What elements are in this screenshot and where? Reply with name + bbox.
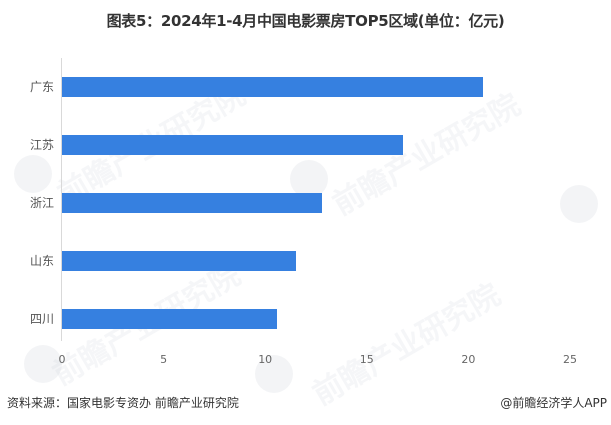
category-label: 江苏 bbox=[29, 138, 54, 152]
watermark-text: 前瞻产业研究院 bbox=[307, 277, 507, 413]
x-tick-label: 15 bbox=[359, 353, 374, 366]
bar-3 bbox=[62, 251, 296, 271]
x-tick-label: 0 bbox=[58, 353, 66, 366]
category-label: 四川 bbox=[29, 312, 54, 326]
category-label: 山东 bbox=[29, 254, 54, 268]
bar-1 bbox=[62, 135, 404, 155]
source-note: 资料来源：国家电影专资办 前瞻产业研究院 bbox=[7, 396, 239, 410]
bar-2 bbox=[62, 193, 323, 213]
x-tick-label: 10 bbox=[258, 353, 273, 366]
x-tick-label: 20 bbox=[461, 353, 476, 366]
category-label: 广东 bbox=[29, 80, 54, 94]
bar-0 bbox=[62, 77, 483, 97]
y-axis-line bbox=[61, 58, 62, 341]
credit-note: @前瞻经济学人APP bbox=[500, 396, 607, 410]
x-tick-label: 5 bbox=[160, 353, 168, 366]
chart-title: 图表5：2024年1-4月中国电影票房TOP5区域(单位：亿元) bbox=[106, 12, 505, 30]
category-label: 浙江 bbox=[29, 196, 54, 210]
watermark-logo-icon bbox=[14, 155, 52, 193]
x-tick-label: 25 bbox=[563, 353, 577, 366]
bar-4 bbox=[62, 309, 278, 329]
watermark-logo-icon bbox=[560, 185, 598, 223]
